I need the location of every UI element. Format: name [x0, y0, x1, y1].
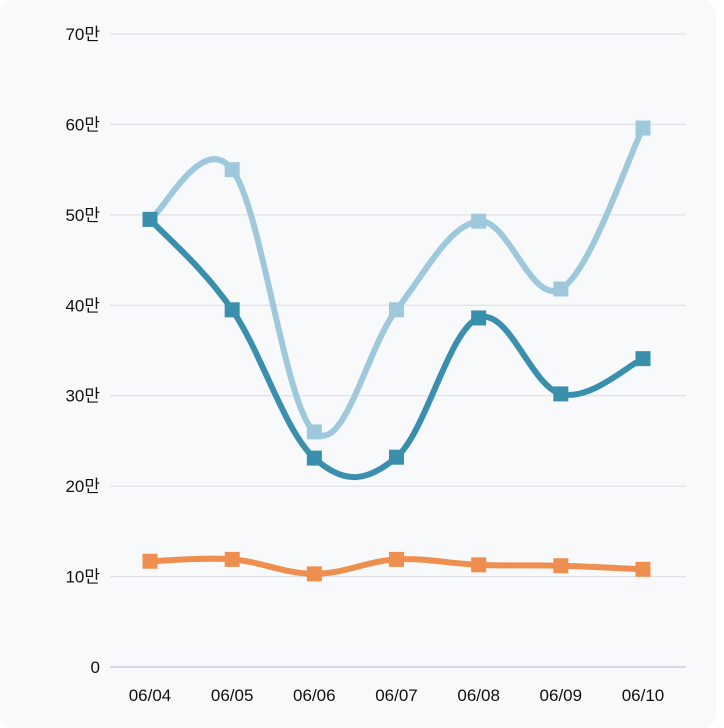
y-tick-label: 70만	[65, 25, 100, 44]
data-point-marker[interactable]	[389, 302, 404, 318]
data-point-marker[interactable]	[635, 120, 651, 136]
x-tick-label: 06/04	[129, 686, 172, 705]
y-tick-label: 10만	[65, 568, 100, 587]
data-point-marker[interactable]	[306, 424, 322, 440]
data-point-marker[interactable]	[471, 310, 487, 326]
data-point-marker[interactable]	[224, 302, 240, 318]
data-point-marker[interactable]	[142, 553, 158, 569]
data-point-marker[interactable]	[553, 386, 569, 402]
x-tick-label: 06/09	[540, 686, 583, 705]
x-tick-label: 06/08	[457, 686, 500, 705]
data-point-marker[interactable]	[389, 551, 404, 567]
y-tick-label: 50만	[65, 206, 100, 225]
data-point-marker[interactable]	[224, 162, 240, 178]
x-tick-label: 06/07	[375, 686, 418, 705]
data-point-marker[interactable]	[224, 551, 240, 567]
series-line	[147, 125, 646, 439]
series-2	[142, 211, 651, 481]
data-point-marker[interactable]	[142, 211, 158, 227]
y-tick-label: 40만	[65, 296, 100, 315]
x-tick-label: 06/10	[622, 686, 665, 705]
data-point-marker[interactable]	[635, 351, 651, 367]
data-point-marker[interactable]	[553, 558, 569, 574]
data-point-marker[interactable]	[471, 557, 487, 573]
gridlines	[110, 33, 686, 668]
series-group	[142, 120, 651, 582]
series-3	[142, 551, 651, 582]
data-point-marker[interactable]	[635, 561, 651, 577]
y-tick-label: 30만	[65, 387, 100, 406]
y-tick-label: 0	[91, 658, 100, 677]
data-point-marker[interactable]	[553, 281, 569, 297]
data-point-marker[interactable]	[306, 566, 322, 582]
x-axis-ticks: 06/04 06/05 06/06 06/07 06/08 06/09 06/10	[129, 686, 665, 705]
x-tick-label: 06/06	[293, 686, 336, 705]
data-point-marker[interactable]	[471, 213, 487, 229]
data-point-marker[interactable]	[306, 450, 322, 466]
y-axis-ticks: 0 10만 20만 30만 40만 50만 60만 70만	[65, 25, 100, 677]
y-tick-label: 60만	[65, 115, 100, 134]
series-line	[147, 216, 646, 481]
data-point-marker[interactable]	[389, 449, 404, 465]
y-tick-label: 20만	[65, 477, 100, 496]
x-tick-label: 06/05	[211, 686, 254, 705]
